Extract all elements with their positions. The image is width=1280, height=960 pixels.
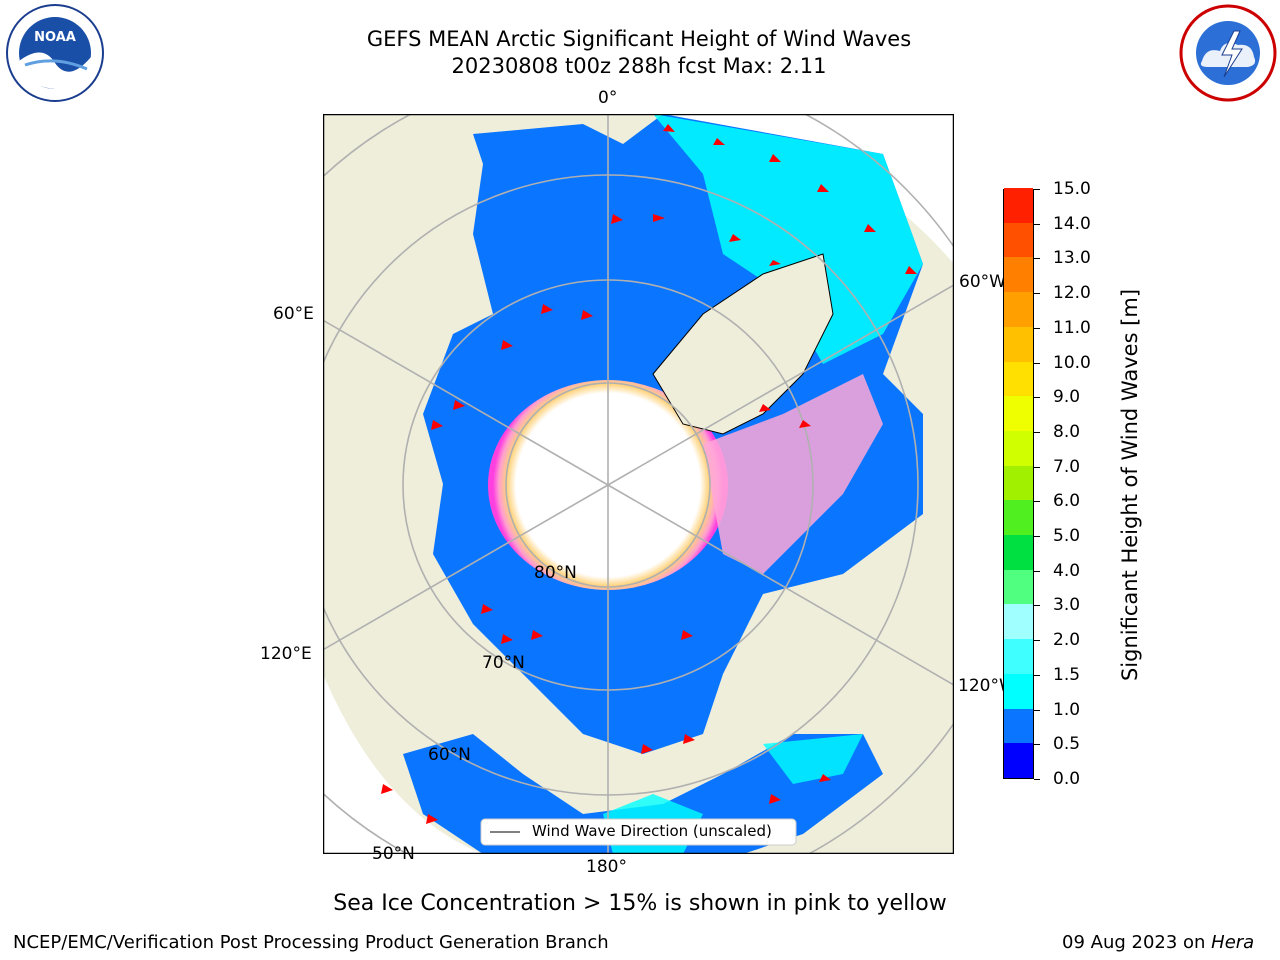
colorbar-tick-mark [1034, 397, 1040, 399]
colorbar-segment [1004, 396, 1033, 431]
colorbar-tick-label: 14.0 [1053, 213, 1091, 234]
colorbar-tick-mark [1034, 293, 1040, 295]
lon-label-60w: 60°W [959, 272, 1006, 292]
colorbar-tick-label: 8.0 [1053, 421, 1081, 442]
colorbar-tick-mark [1034, 258, 1040, 260]
lat-label-50n: 50°N [372, 844, 415, 864]
colorbar-segment [1004, 430, 1033, 466]
colorbar-tick-label: 15.0 [1053, 179, 1091, 199]
lon-label-60e: 60°E [273, 304, 314, 324]
colorbar-tick-mark [1034, 605, 1040, 607]
colorbar-segment [1004, 257, 1033, 293]
map-legend [480, 818, 797, 846]
polar-map [323, 114, 954, 854]
lon-label-120w: 120°W [958, 676, 1016, 696]
colorbar-tick-mark [1034, 189, 1040, 190]
colorbar-segment [1004, 222, 1033, 258]
colorbar-tick-mark [1034, 640, 1040, 642]
footer-date-text: 09 Aug 2023 on [1062, 932, 1212, 953]
colorbar-segment [1004, 569, 1033, 605]
sea-ice-archipelago [703, 374, 883, 574]
colorbar-tick-label: 3.0 [1053, 595, 1081, 616]
colorbar-tick-label: 10.0 [1053, 352, 1091, 373]
map-border [323, 114, 954, 854]
noaa-logo-text: NOAA [34, 30, 76, 45]
colorbar-tick-label: 4.0 [1053, 560, 1081, 581]
lon-label-120e: 120°E [260, 644, 312, 664]
colorbar-tick-label: 1.0 [1053, 699, 1081, 720]
colorbar-tick-mark [1034, 709, 1040, 711]
footer-date: 09 Aug 2023 on Hera [1062, 932, 1254, 953]
colorbar [1003, 188, 1034, 779]
footer-host: Hera [1211, 932, 1255, 953]
colorbar-tick-mark [1034, 779, 1040, 780]
colorbar-segment [1004, 743, 1033, 778]
atlantic-high-waves [653, 114, 923, 364]
colorbar-tick-mark [1034, 674, 1040, 676]
colorbar-tick-mark [1034, 362, 1040, 364]
colorbar-tick-label: 0.0 [1053, 769, 1081, 789]
footer-credit: NCEP/EMC/Verification Post Processing Pr… [13, 932, 609, 953]
colorbar-segment [1004, 673, 1033, 709]
greenland [652, 253, 834, 435]
lat-label-80n: 80°N [534, 563, 577, 583]
colorbar-tick-mark [1034, 570, 1040, 572]
lat-label-60n: 60°N [428, 745, 471, 765]
colorbar-tick-mark [1034, 327, 1040, 329]
lon-label-180: 180° [586, 857, 627, 877]
colorbar-tick-label: 12.0 [1053, 283, 1091, 304]
colorbar-segment [1004, 604, 1033, 640]
nws-logo [1179, 4, 1277, 102]
map-subtitle: 20230808 t00z 288h fcst Max: 2.11 [451, 54, 827, 78]
sea-ice-note: Sea Ice Concentration > 15% is shown in … [333, 891, 947, 916]
colorbar-tick-label: 9.0 [1053, 387, 1081, 408]
colorbar-tick-mark [1034, 466, 1040, 468]
colorbar-tick-mark [1034, 223, 1040, 225]
lat-label-70n: 70°N [482, 653, 525, 673]
colorbar-tick-label: 5.0 [1053, 526, 1081, 547]
colorbar-tick-mark [1034, 536, 1040, 538]
colorbar-segment [1004, 500, 1033, 536]
colorbar-tick-label: 7.0 [1053, 456, 1081, 477]
colorbar-tick-label: 11.0 [1053, 317, 1091, 338]
colorbar-tick-label: 13.0 [1053, 248, 1091, 269]
wind-wave-arrows [381, 124, 917, 824]
colorbar-tick-mark [1034, 431, 1040, 433]
colorbar-segment [1004, 326, 1033, 362]
colorbar-segment [1004, 188, 1033, 223]
colorbar-segment [1004, 361, 1033, 397]
colorbar-tick-label: 6.0 [1053, 491, 1081, 512]
colorbar-segment [1004, 535, 1033, 570]
colorbar-segment [1004, 292, 1033, 327]
colorbar-segment [1004, 708, 1033, 744]
map-title: GEFS MEAN Arctic Significant Height of W… [366, 27, 912, 51]
map-legend-label: Wind Wave Direction (unscaled) [532, 822, 772, 840]
colorbar-segment [1004, 639, 1033, 674]
noaa-logo: NOAA [6, 4, 104, 102]
colorbar-tick-label: 1.5 [1053, 664, 1081, 685]
colorbar-label: Significant Height of Wind Waves [m] [1118, 288, 1142, 682]
colorbar-tick-label: 0.5 [1053, 734, 1081, 755]
lon-label-0: 0° [598, 88, 618, 108]
colorbar-tick-mark [1034, 501, 1040, 503]
colorbar-segment [1004, 465, 1033, 501]
colorbar-tick-label: 2.0 [1053, 630, 1081, 651]
colorbar-tick-mark [1034, 744, 1040, 746]
